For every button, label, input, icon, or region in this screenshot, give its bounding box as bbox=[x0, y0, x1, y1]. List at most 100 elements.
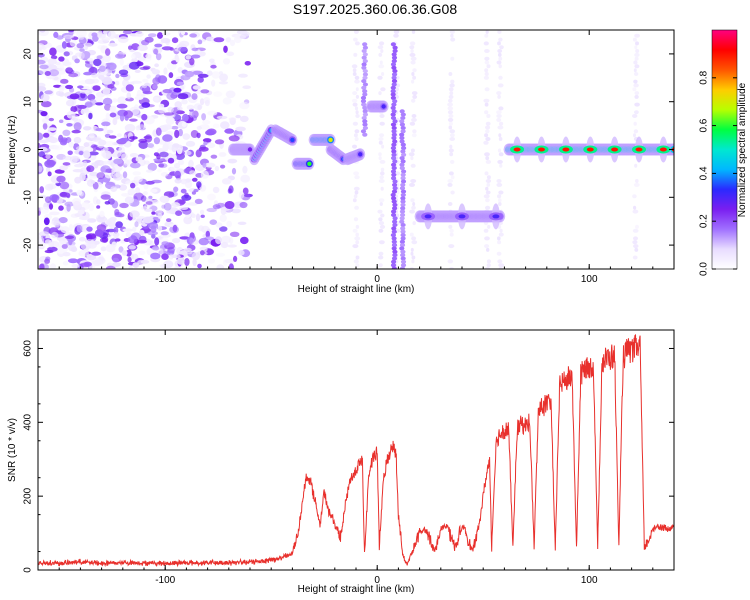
streak-segment bbox=[485, 179, 492, 183]
streak-segment bbox=[450, 133, 455, 138]
noise-speckle bbox=[78, 250, 89, 257]
noise-speckle bbox=[112, 262, 121, 267]
band-segment bbox=[399, 122, 405, 127]
band-segment bbox=[362, 119, 368, 124]
noise-speckle bbox=[187, 202, 198, 206]
noise-speckle bbox=[62, 252, 71, 257]
band-segment bbox=[362, 109, 368, 114]
noise-speckle bbox=[107, 62, 117, 71]
noise-speckle bbox=[43, 217, 50, 226]
noise-speckle bbox=[94, 229, 104, 237]
noise-speckle bbox=[242, 165, 248, 174]
track-knot-core bbox=[424, 214, 432, 219]
noise-speckle bbox=[131, 43, 140, 51]
band-segment bbox=[392, 253, 398, 258]
noise-speckle bbox=[197, 73, 209, 78]
noise-speckle bbox=[185, 55, 192, 60]
vertical-streak bbox=[408, 30, 418, 269]
streak-segment bbox=[496, 117, 502, 122]
noise-speckle bbox=[172, 238, 181, 244]
streak-segment bbox=[449, 30, 455, 34]
band-segment bbox=[391, 196, 397, 201]
noise-speckle bbox=[200, 250, 205, 256]
noise-speckle bbox=[178, 199, 187, 205]
noise-speckle bbox=[149, 188, 158, 193]
noise-speckle bbox=[159, 151, 169, 158]
band-segment bbox=[399, 186, 406, 191]
noise-speckle bbox=[39, 64, 49, 70]
noise-speckle bbox=[88, 203, 94, 212]
streak-segment bbox=[449, 137, 456, 141]
streak-segment bbox=[355, 263, 360, 268]
noise-speckle bbox=[225, 90, 236, 99]
noise-speckle bbox=[83, 142, 90, 148]
streak-segment bbox=[498, 52, 502, 57]
streak-segment bbox=[411, 259, 415, 264]
noise-speckle bbox=[171, 144, 178, 153]
streak-segment bbox=[486, 114, 491, 118]
noise-speckle bbox=[63, 61, 72, 66]
noise-speckle bbox=[231, 208, 241, 214]
colorbar-ticks: 0.0 0.2 0.4 0.6 0.8 bbox=[699, 70, 737, 276]
snr-axes: -100 0 100 0 200 400 600 bbox=[23, 330, 675, 586]
band-segment bbox=[391, 129, 397, 134]
noise-speckle bbox=[96, 199, 101, 205]
band-segment bbox=[362, 112, 368, 117]
noise-speckle bbox=[190, 130, 199, 138]
band-segment bbox=[391, 259, 397, 264]
streak-segment bbox=[483, 98, 490, 103]
streak-segment bbox=[484, 171, 489, 176]
track-knot-core bbox=[492, 214, 500, 219]
noise-speckle bbox=[169, 253, 174, 260]
noise-speckle bbox=[125, 249, 132, 257]
noise-speckle bbox=[152, 97, 160, 102]
streak-segment bbox=[634, 45, 638, 50]
streak-segment bbox=[497, 83, 504, 88]
streak-segment bbox=[410, 251, 414, 256]
noise-speckle bbox=[189, 110, 195, 118]
noise-speckle bbox=[117, 96, 127, 104]
x-tick-label: -100 bbox=[155, 274, 175, 285]
noise-speckle bbox=[172, 224, 178, 233]
noise-speckles bbox=[38, 30, 253, 269]
band-segment bbox=[400, 129, 406, 134]
band-segment bbox=[399, 209, 406, 214]
streak-segment bbox=[632, 194, 637, 199]
streak-segment bbox=[633, 83, 639, 88]
streak-segment bbox=[447, 110, 454, 115]
streak-segment bbox=[632, 114, 638, 118]
noise-speckle bbox=[108, 30, 116, 39]
noise-speckle bbox=[148, 33, 157, 38]
noise-speckle bbox=[202, 138, 212, 143]
band-segment bbox=[391, 246, 397, 251]
snr-panel: -100 0 100 0 200 400 600 Height of straight li… bbox=[7, 329, 675, 595]
noise-speckle bbox=[171, 125, 179, 130]
band-segment bbox=[361, 79, 367, 84]
band-segment bbox=[400, 199, 406, 204]
noise-speckle bbox=[161, 241, 169, 246]
noise-speckle bbox=[191, 47, 199, 52]
noise-speckle bbox=[242, 187, 249, 195]
noise-speckle bbox=[174, 129, 180, 139]
streak-segment bbox=[354, 75, 360, 80]
noise-speckle bbox=[97, 39, 109, 44]
band-segment bbox=[400, 126, 406, 130]
band-segment bbox=[361, 62, 367, 67]
streak-segment bbox=[380, 49, 384, 53]
noise-speckle bbox=[145, 53, 152, 59]
streak-segment bbox=[499, 228, 503, 233]
streak-segment bbox=[378, 152, 382, 157]
noise-speckle bbox=[207, 193, 216, 201]
band-segment bbox=[391, 55, 398, 60]
noise-speckle bbox=[188, 159, 194, 168]
noise-speckle bbox=[171, 202, 181, 208]
streak-segment bbox=[484, 49, 490, 53]
noise-speckle bbox=[73, 137, 80, 141]
noise-speckle bbox=[196, 181, 202, 189]
streak-segment bbox=[355, 114, 360, 118]
streak-segment bbox=[379, 159, 386, 164]
streak-segment bbox=[633, 72, 639, 76]
noise-speckle bbox=[142, 84, 147, 89]
vertical-streak bbox=[496, 30, 505, 269]
streak-segment bbox=[411, 205, 416, 210]
